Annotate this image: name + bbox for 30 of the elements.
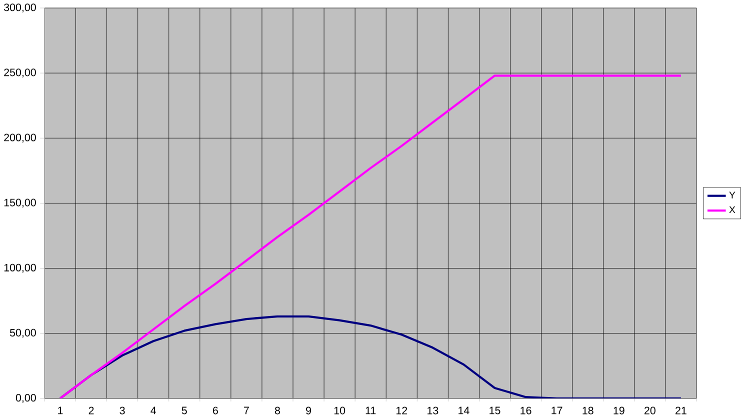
x-tick-label: 11 [366,406,376,414]
x-tick-label: 9 [306,406,311,414]
x-tick-label: 17 [552,406,562,414]
y-tick-label: 100,00 [4,264,36,273]
x-tick-label: 1 [58,406,63,414]
x-tick-label: 15 [490,406,500,414]
y-tick-label: 50,00 [10,328,36,338]
y-tick-label: 250,00 [4,68,36,78]
x-tick-label: 14 [458,406,470,414]
y-tick-label: 200,00 [4,134,36,143]
x-tick-label: 16 [520,406,532,414]
x-tick-label: 20 [644,406,656,414]
legend-label: Y [729,192,736,198]
x-tick-label: 13 [428,406,438,414]
x-tick-label: 6 [212,406,218,414]
x-tick-label: 21 [676,406,686,414]
x-tick-label: 8 [274,406,280,414]
x-tick-label: 12 [396,406,408,414]
y-tick-label: 300,00 [4,4,36,12]
x-tick-label: 18 [582,406,594,414]
x-tick-label: 4 [150,406,156,414]
y-tick-label: 0,00 [16,394,36,403]
x-tick-label: 3 [120,406,125,414]
x-tick-label: 5 [182,406,187,414]
x-tick-label: 2 [88,406,94,414]
legend-label: X [729,206,736,214]
x-tick-label: 19 [614,406,624,414]
x-tick-label: 10 [334,406,346,414]
y-tick-label: 150,00 [4,198,36,208]
x-tick-label: 7 [244,406,249,414]
